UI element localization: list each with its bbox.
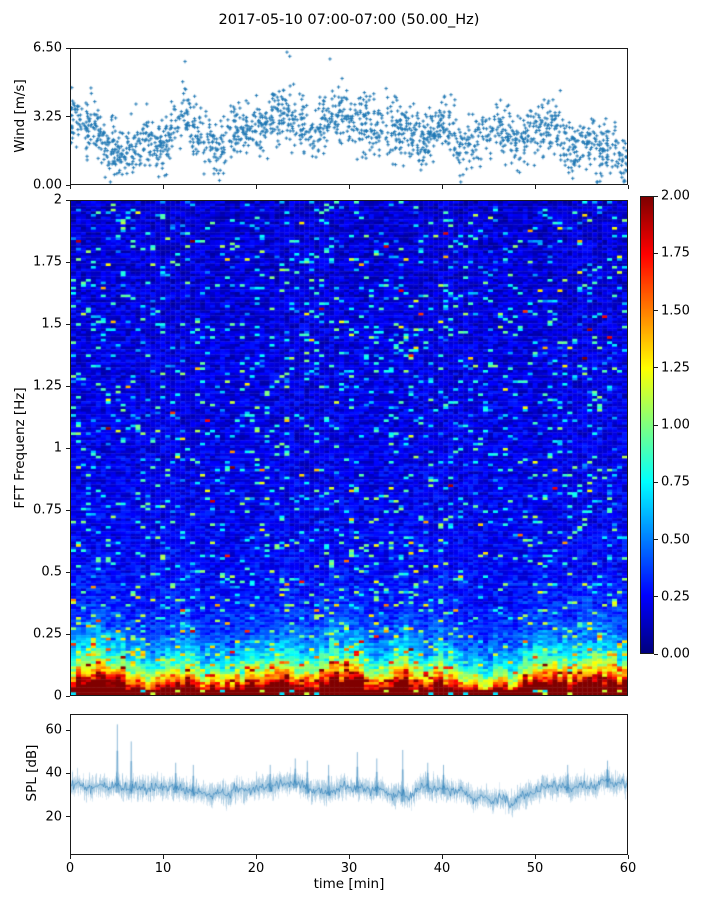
x-tick-mark bbox=[534, 855, 536, 859]
fft-y-tick-label: 1.75 bbox=[33, 254, 62, 270]
colorbar-tick-label: 2.00 bbox=[661, 188, 690, 204]
wind-x-tick-mark bbox=[534, 185, 536, 189]
x-tick-label: 0 bbox=[65, 861, 75, 876]
colorbar-tick-mark bbox=[654, 539, 658, 540]
spl-y-axis-label: SPL [dB] bbox=[24, 744, 40, 802]
wind-y-tick-label: 0.00 bbox=[33, 177, 62, 193]
colorbar-tick-label: 0.25 bbox=[661, 589, 690, 605]
x-tick-mark bbox=[627, 855, 629, 859]
colorbar-tick-label: 1.50 bbox=[661, 303, 690, 318]
x-tick-label: 50 bbox=[526, 861, 544, 876]
fft-y-tick-label: 1 bbox=[53, 440, 62, 456]
fft-y-tick-label: 1.5 bbox=[41, 316, 62, 332]
wind-x-tick-mark bbox=[255, 185, 257, 189]
fft-y-tick-label: 0 bbox=[53, 688, 62, 704]
spl-y-tick-label: 60 bbox=[45, 722, 62, 738]
x-tick-mark bbox=[348, 855, 350, 859]
x-axis-label: time [min] bbox=[313, 876, 385, 892]
wind-y-tick-label: 6.50 bbox=[33, 40, 62, 56]
colorbar-tick-label: 0.50 bbox=[661, 532, 690, 547]
x-tick-label: 10 bbox=[154, 861, 172, 876]
fft-y-axis-label: FFT Frequenz [Hz] bbox=[12, 387, 28, 509]
colorbar-tick-mark bbox=[654, 424, 658, 426]
wind-y-axis-label: Wind [m/s] bbox=[12, 79, 28, 153]
spl-y-tick-label: 20 bbox=[45, 809, 62, 824]
colorbar-tick-mark bbox=[654, 596, 658, 598]
spl-line-plot bbox=[70, 714, 628, 855]
fft-spectrogram-canvas bbox=[71, 201, 627, 695]
fft-y-tick-label: 0.5 bbox=[41, 564, 62, 580]
x-tick-label: 30 bbox=[340, 861, 358, 876]
wind-scatter-plot bbox=[70, 48, 628, 185]
wind-x-tick-mark bbox=[162, 185, 164, 189]
fft-y-tick-label: 2 bbox=[53, 192, 62, 208]
colorbar-tick-label: 1.25 bbox=[661, 360, 690, 376]
x-tick-mark bbox=[441, 855, 443, 859]
x-tick-label: 60 bbox=[619, 861, 637, 876]
fft-y-tick-label: 0.25 bbox=[33, 626, 62, 642]
colorbar-tick-label: 0.75 bbox=[661, 474, 690, 490]
colorbar-tick-mark bbox=[654, 252, 658, 254]
fft-spectrogram-plot bbox=[70, 200, 628, 696]
colorbar-tick-mark bbox=[654, 653, 658, 655]
x-tick-mark bbox=[162, 855, 164, 859]
colorbar-tick-label: 0.00 bbox=[661, 646, 690, 662]
wind-x-tick-mark bbox=[627, 185, 629, 189]
figure-title: 2017-05-10 07:00-07:00 (50.00_Hz) bbox=[218, 12, 480, 28]
wind-scatter-canvas bbox=[71, 49, 627, 184]
wind-x-tick-mark bbox=[441, 185, 443, 189]
x-tick-label: 40 bbox=[433, 861, 451, 876]
colorbar-gradient-canvas bbox=[641, 197, 653, 653]
fft-y-tick-label: 1.25 bbox=[33, 378, 62, 394]
colorbar-tick-label: 1.00 bbox=[661, 417, 690, 433]
fft-y-tick-label: 0.75 bbox=[33, 502, 62, 518]
colorbar-tick-label: 1.75 bbox=[661, 245, 690, 261]
colorbar-tick-mark bbox=[654, 481, 658, 483]
colorbar bbox=[640, 196, 654, 654]
colorbar-tick-mark bbox=[654, 195, 658, 197]
spl-y-tick-label: 40 bbox=[45, 765, 62, 781]
wind-x-tick-mark bbox=[69, 185, 71, 189]
spl-line-canvas bbox=[71, 715, 627, 854]
x-tick-label: 20 bbox=[247, 861, 265, 876]
x-tick-mark bbox=[255, 855, 257, 859]
x-tick-mark bbox=[69, 855, 71, 859]
colorbar-tick-mark bbox=[654, 310, 658, 311]
wind-y-tick-label: 3.25 bbox=[33, 109, 62, 124]
colorbar-tick-mark bbox=[654, 367, 658, 369]
wind-x-tick-mark bbox=[348, 185, 350, 189]
